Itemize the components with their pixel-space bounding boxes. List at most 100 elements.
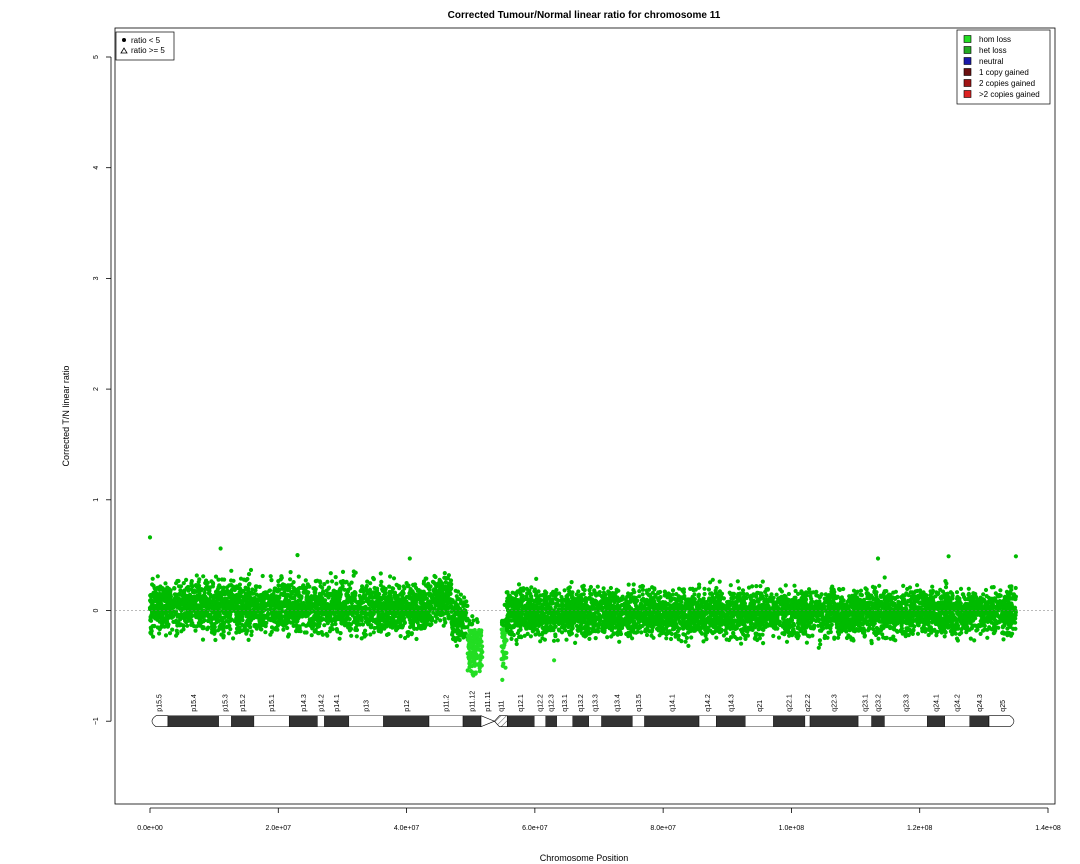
data-point bbox=[323, 598, 328, 603]
data-point bbox=[311, 603, 317, 608]
data-point bbox=[398, 634, 403, 639]
data-point bbox=[209, 624, 215, 629]
data-point bbox=[376, 594, 381, 599]
data-point bbox=[499, 657, 504, 662]
data-point bbox=[372, 585, 377, 591]
data-point bbox=[282, 590, 287, 595]
data-point bbox=[254, 626, 259, 631]
data-point bbox=[376, 621, 381, 627]
data-point bbox=[227, 583, 232, 588]
data-point bbox=[147, 605, 153, 610]
data-point bbox=[189, 604, 194, 609]
data-point bbox=[461, 614, 467, 619]
data-point bbox=[303, 578, 308, 583]
data-point bbox=[357, 622, 363, 627]
data-point bbox=[305, 604, 310, 609]
data-point bbox=[901, 583, 906, 589]
data-point bbox=[291, 623, 296, 629]
data-point bbox=[378, 571, 383, 576]
data-point bbox=[263, 590, 268, 595]
data-point bbox=[241, 627, 246, 633]
data-point bbox=[216, 595, 221, 600]
data-point bbox=[454, 643, 459, 648]
data-point bbox=[234, 616, 239, 621]
data-point bbox=[241, 595, 246, 600]
data-point bbox=[180, 589, 186, 594]
data-point bbox=[983, 587, 989, 593]
data-point bbox=[301, 622, 306, 627]
data-point bbox=[296, 627, 301, 633]
data-point bbox=[469, 642, 474, 648]
data-point bbox=[466, 638, 471, 643]
data-point bbox=[440, 588, 445, 594]
data-point bbox=[353, 625, 358, 630]
data-point bbox=[374, 589, 379, 595]
data-point bbox=[474, 617, 479, 622]
data-point bbox=[608, 585, 614, 591]
data-point bbox=[197, 623, 202, 628]
data-point bbox=[191, 599, 196, 604]
data-point bbox=[172, 586, 177, 591]
data-point bbox=[291, 595, 297, 600]
data-point bbox=[264, 595, 269, 600]
data-point bbox=[212, 631, 217, 636]
data-point bbox=[184, 620, 189, 625]
data-point bbox=[388, 622, 393, 627]
data-point bbox=[150, 576, 155, 581]
data-point bbox=[958, 586, 964, 592]
data-point bbox=[384, 599, 389, 604]
data-point bbox=[500, 677, 505, 683]
data-point bbox=[438, 599, 443, 604]
data-point bbox=[237, 590, 242, 595]
data-point bbox=[516, 582, 522, 587]
data-point bbox=[334, 627, 339, 632]
data-point bbox=[269, 578, 274, 583]
data-point bbox=[402, 607, 407, 613]
data-point bbox=[379, 579, 384, 585]
data-point bbox=[276, 579, 281, 584]
data-point bbox=[467, 665, 472, 670]
data-point bbox=[371, 577, 376, 582]
data-point bbox=[246, 572, 252, 577]
data-point bbox=[617, 639, 622, 644]
data-point bbox=[915, 631, 921, 636]
data-point bbox=[155, 600, 160, 605]
data-point bbox=[196, 596, 201, 601]
data-point bbox=[542, 637, 548, 642]
data-point bbox=[386, 616, 391, 621]
data-point bbox=[232, 587, 237, 592]
data-point bbox=[501, 630, 506, 635]
data-point bbox=[477, 628, 482, 633]
data-point bbox=[400, 625, 405, 630]
data-point bbox=[426, 591, 431, 596]
data-point bbox=[354, 634, 359, 639]
data-point bbox=[347, 628, 352, 633]
data-point bbox=[784, 639, 790, 644]
data-point bbox=[330, 622, 335, 628]
data-point bbox=[240, 615, 245, 620]
data-point bbox=[278, 602, 283, 607]
data-point bbox=[349, 601, 354, 606]
data-point bbox=[418, 623, 424, 629]
data-point bbox=[164, 619, 170, 624]
data-point bbox=[226, 631, 231, 636]
data-point bbox=[460, 623, 465, 628]
data-point bbox=[235, 599, 240, 605]
data-point bbox=[263, 630, 268, 635]
data-point bbox=[382, 605, 387, 610]
data-point bbox=[377, 602, 382, 608]
data-point bbox=[445, 607, 450, 612]
data-point bbox=[407, 593, 412, 598]
data-point bbox=[393, 597, 398, 602]
data-point bbox=[760, 579, 765, 584]
data-point bbox=[209, 620, 214, 626]
data-point bbox=[153, 587, 158, 592]
data-point bbox=[208, 592, 213, 597]
data-point bbox=[349, 580, 354, 585]
data-point bbox=[432, 588, 437, 593]
data-point bbox=[246, 637, 251, 643]
data-point bbox=[398, 598, 403, 603]
data-point bbox=[317, 611, 322, 616]
data-point bbox=[273, 616, 278, 621]
